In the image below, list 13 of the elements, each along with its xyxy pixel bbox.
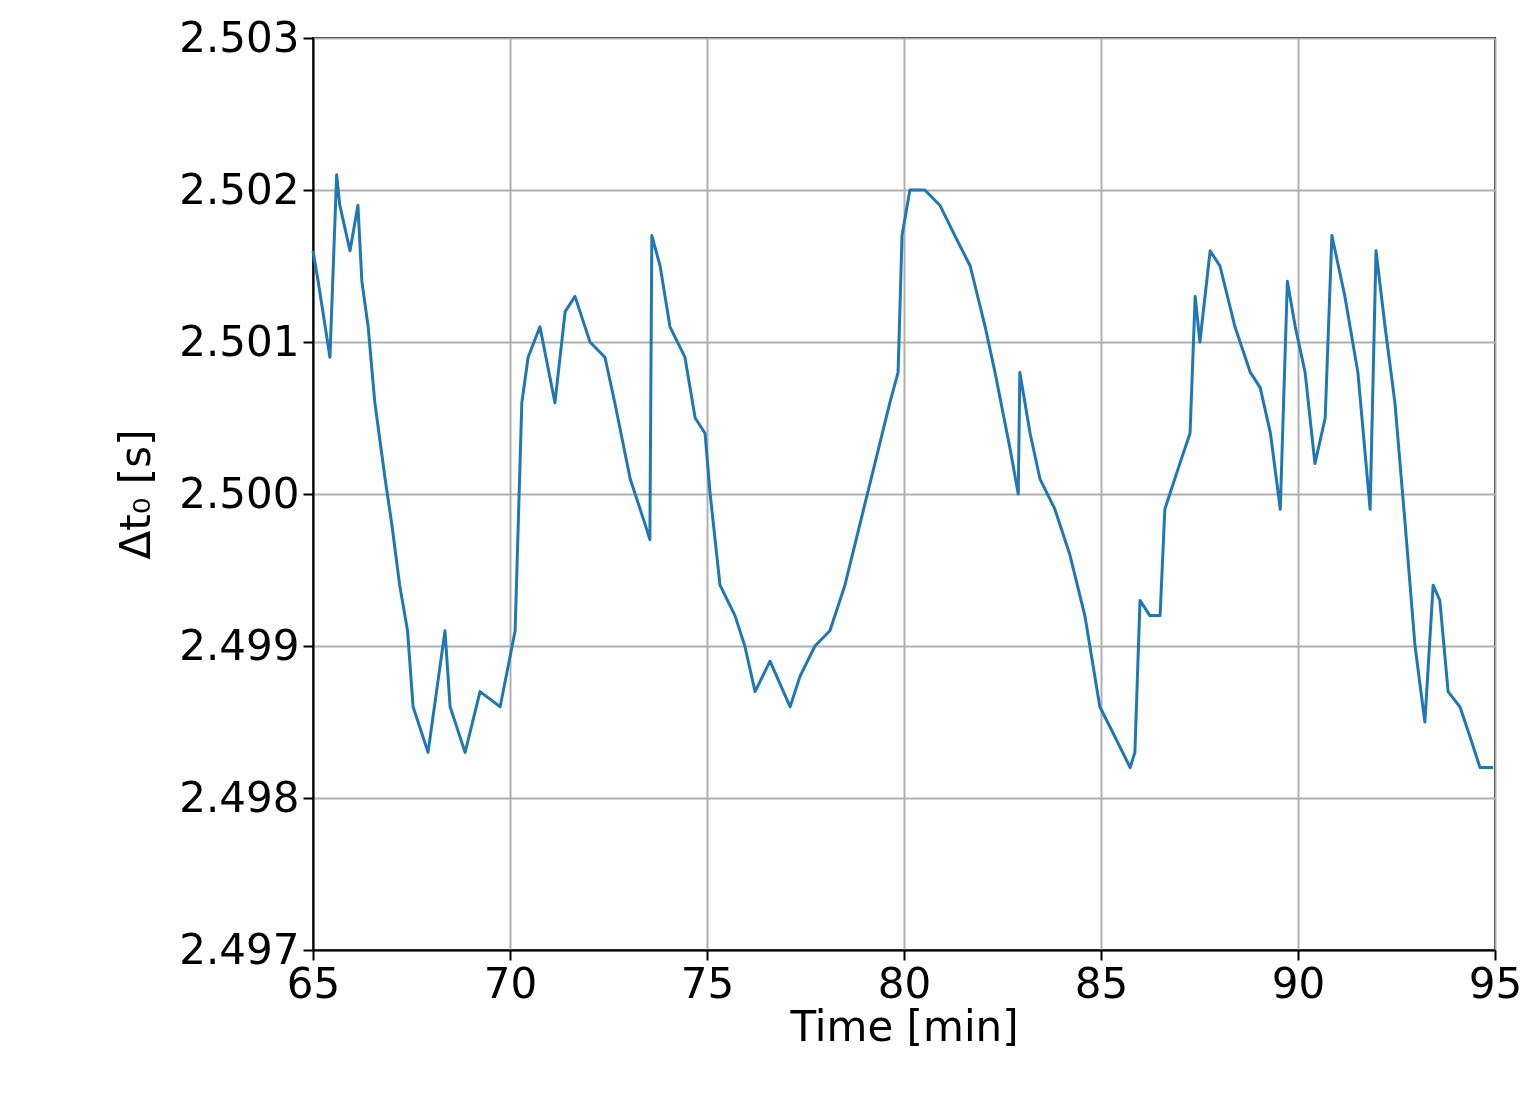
y-tick-label: 2.498: [179, 772, 300, 822]
y-tick-label: 2.501: [179, 316, 300, 366]
y-tick-label: 2.499: [179, 620, 300, 670]
y-tick-label: 2.500: [179, 468, 300, 518]
x-tick-label: 85: [1074, 958, 1129, 1008]
x-tick-label: 70: [483, 958, 538, 1008]
y-tick-label: 2.503: [179, 12, 300, 62]
x-tick-label: 95: [1468, 958, 1522, 1008]
x-tick-label: 75: [680, 958, 735, 1008]
y-tick-label: 2.502: [179, 164, 300, 214]
line-series: [311, 173, 1495, 770]
y-axis-title: Δt₀ [s]: [111, 429, 161, 560]
x-tick-label: 90: [1271, 958, 1326, 1008]
